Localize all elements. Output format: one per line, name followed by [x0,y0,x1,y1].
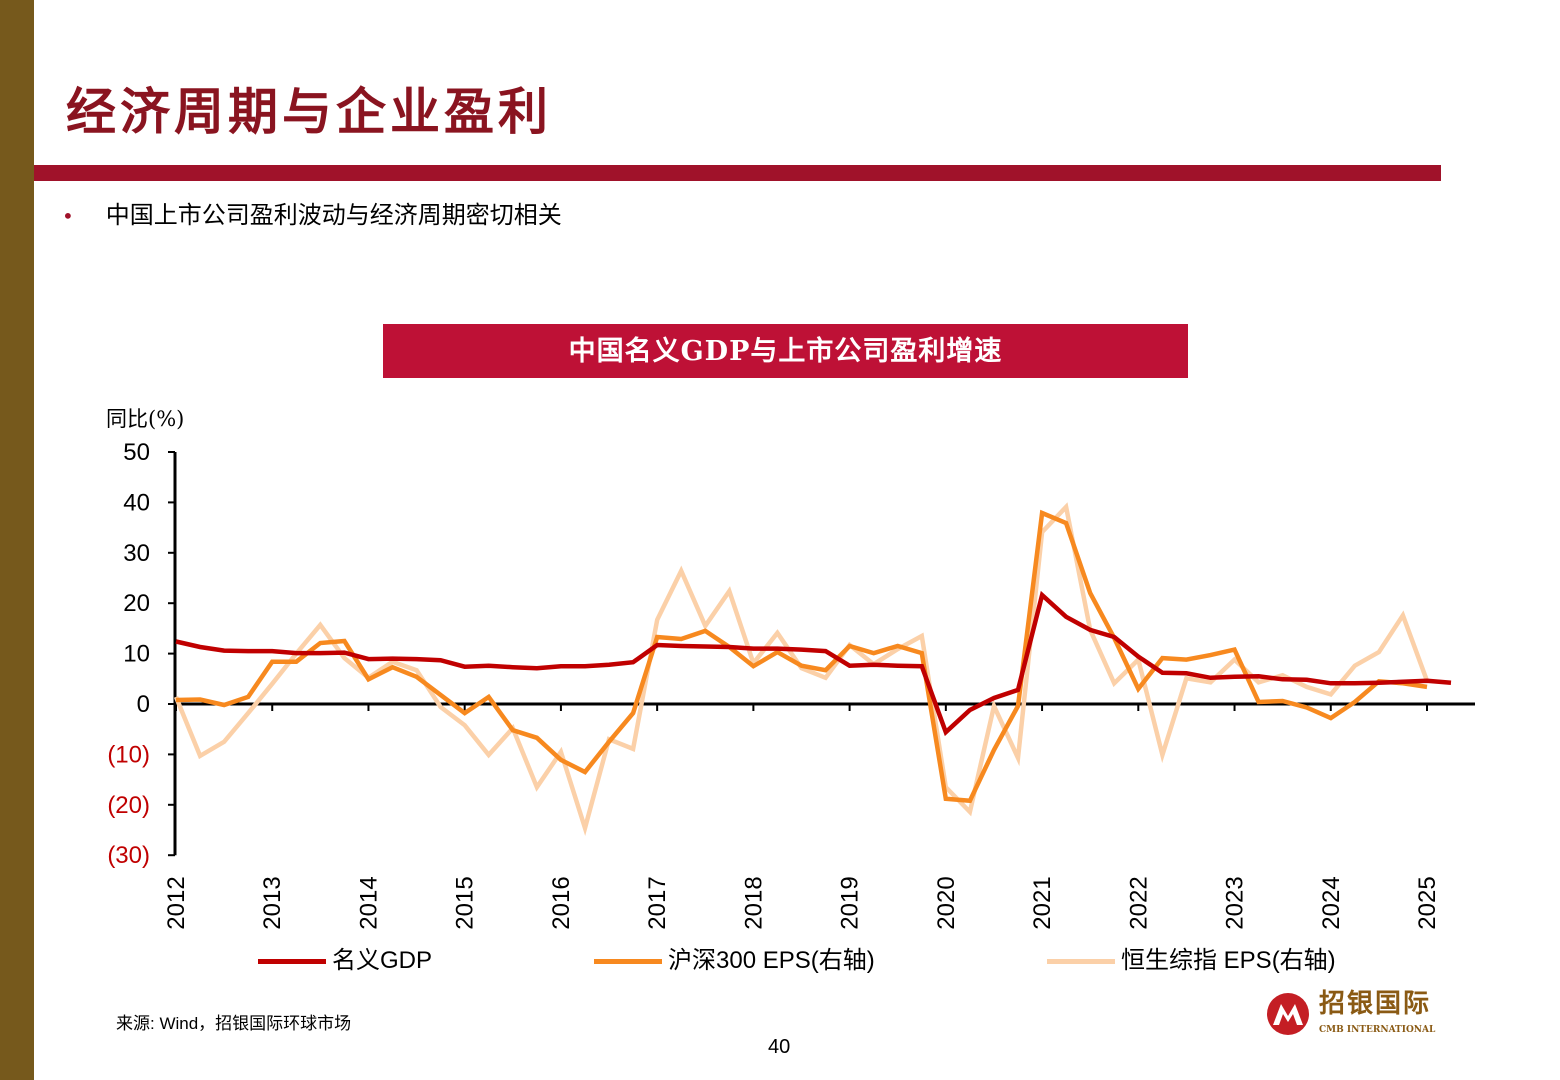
logo-text-cn: 招银国际 [1319,989,1432,1019]
x-tick-label: 2014 [355,876,382,929]
source-note: 来源: Wind，招银国际环球市场 [116,1014,352,1033]
cmb-international-logo: 招银国际 CMB INTERNATIONAL [1265,990,1455,1040]
legend-swatch [258,958,326,964]
x-tick-label: 2015 [452,876,479,929]
x-tick-label: 2024 [1318,876,1345,929]
x-tick-label: 2025 [1414,876,1441,929]
y-tick-label: 50 [123,439,150,466]
x-tick-label: 2013 [259,876,286,929]
y-tick-label: 10 [123,641,150,668]
bullet-text: 中国上市公司盈利波动与经济周期密切相关 [105,201,562,229]
legend-label: 名义GDP [332,947,433,974]
x-tick-label: 2018 [740,876,767,929]
legend-item-gdp: 名义GDP [258,946,432,976]
y-tick-label: 0 [137,691,150,718]
page-title: 经济周期与企业盈利 [66,82,552,141]
y-tick-label: (20) [107,792,150,819]
cmb-logo-icon [1267,993,1309,1035]
title-divider-bar [34,165,1441,181]
x-tick-label: 2023 [1222,876,1249,929]
logo-text-en: CMB INTERNATIONAL [1319,1025,1436,1035]
bullet-dot-icon: • [62,204,74,228]
legend-item-hsci: 恒生综指 EPS(右轴) [1047,946,1336,976]
bullet-point: • 中国上市公司盈利波动与经济周期密切相关 [62,200,562,231]
legend-label: 沪深300 EPS(右轴) [668,947,875,974]
chart-title: 中国名义GDP与上市公司盈利增速 [383,324,1188,378]
x-tick-label: 2019 [837,876,864,929]
legend-swatch [594,958,662,964]
y-tick-label: (30) [107,842,150,869]
x-tick-label: 2022 [1125,876,1152,929]
x-tick-label: 2012 [163,876,190,929]
x-tick-label: 2017 [644,876,671,929]
x-tick-label: 2016 [548,876,575,929]
legend-label: 恒生综指 EPS(右轴) [1121,947,1336,974]
x-tick-label: 2020 [933,876,960,929]
y-tick-label: 20 [123,590,150,617]
left-sidebar-bar [0,0,34,1080]
y-axis-label: 同比(%) [106,407,184,431]
legend-item-hs300: 沪深300 EPS(右轴) [594,946,875,976]
page-number: 40 [768,1036,791,1058]
legend-swatch [1047,958,1115,964]
series-line-0 [175,590,1452,737]
y-tick-label: 30 [123,540,150,567]
y-tick-label: (10) [107,741,150,768]
x-tick-label: 2021 [1029,876,1056,929]
y-tick-label: 40 [123,489,150,516]
